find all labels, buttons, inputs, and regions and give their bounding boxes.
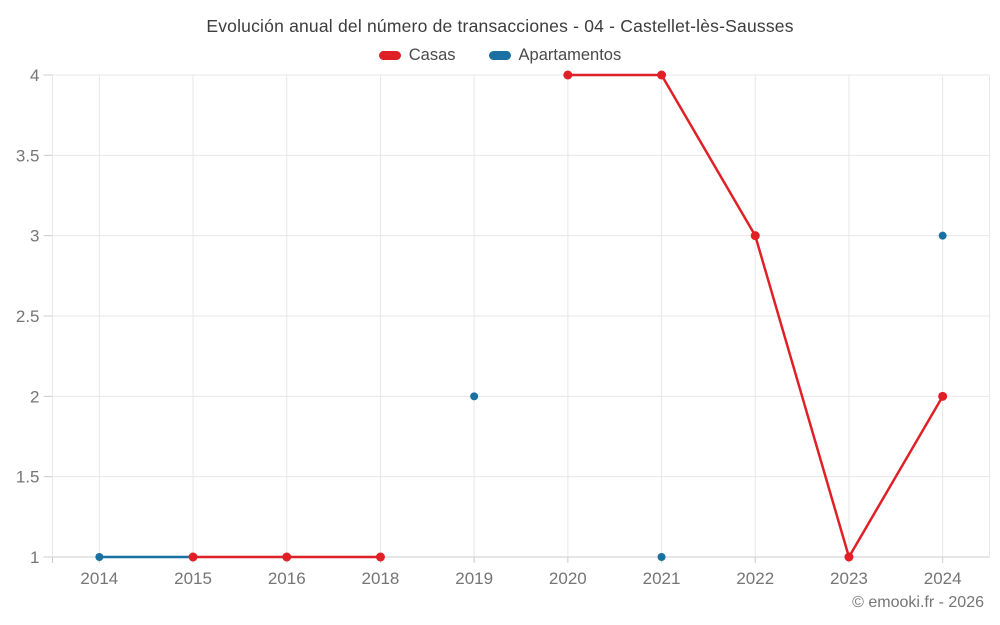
legend-item-casas[interactable]: Casas [378,46,456,65]
data-point-casas[interactable] [844,552,854,562]
x-tick-label: 2023 [830,569,868,588]
data-point-casas[interactable] [750,231,760,241]
legend: Casas Apartamentos [0,46,1000,65]
data-point-apartamentos[interactable] [470,392,479,401]
legend-marker-casas-icon [378,51,401,60]
data-point-casas[interactable] [282,552,292,562]
data-point-apartamentos[interactable] [95,553,104,561]
data-point-casas[interactable] [188,552,198,562]
data-point-apartamentos[interactable] [938,231,947,240]
x-tick-label: 2018 [362,569,400,588]
x-tick-label: 2019 [455,569,493,588]
legend-label-apartamentos: Apartamentos [518,46,622,64]
x-tick-label: 2016 [268,569,306,588]
x-tick-label: 2015 [174,569,212,588]
chart-title: Evolución anual del número de transaccio… [206,16,794,36]
y-tick-label: 2 [30,387,39,406]
y-tick-label: 1.5 [16,468,40,487]
y-tick-label: 2.5 [16,307,40,326]
y-tick-label: 1 [30,548,39,567]
data-point-casas[interactable] [657,70,667,80]
y-tick-label: 4 [30,66,39,85]
x-tick-label: 2022 [736,569,774,588]
data-point-apartamentos[interactable] [657,553,666,561]
y-tick-label: 3 [30,227,39,246]
legend-label-casas: Casas [408,46,456,64]
data-point-casas[interactable] [375,552,385,562]
y-tick-label: 3.5 [16,146,40,165]
legend-item-apartamentos[interactable]: Apartamentos [488,46,622,65]
x-tick-label: 2024 [924,569,962,588]
data-point-casas[interactable] [563,70,573,80]
x-tick-label: 2021 [643,569,681,588]
data-point-casas[interactable] [938,391,948,401]
x-tick-label: 2020 [549,569,587,588]
legend-marker-apartamentos-icon [488,51,511,60]
copyright-text: © emooki.fr - 2026 [852,594,984,611]
x-tick-label: 2014 [80,569,118,588]
